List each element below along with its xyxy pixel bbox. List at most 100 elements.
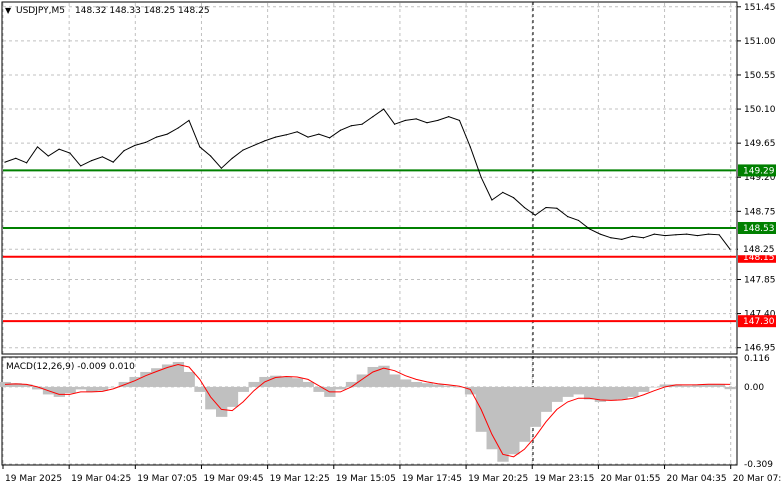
time-tick-label: 19 Mar 07:05 — [137, 474, 197, 484]
macd-histogram-bar — [345, 381, 358, 387]
macd-histogram-bar — [32, 386, 44, 390]
time-tick-label: 20 Mar 04:35 — [667, 474, 727, 484]
macd-histogram-bar — [86, 386, 98, 392]
macd-panel[interactable] — [1, 356, 738, 466]
macd-histogram-bar — [10, 383, 22, 387]
price-point — [588, 228, 590, 230]
price-tick-label: 149.65 — [744, 139, 776, 149]
price-point — [101, 156, 103, 158]
macd-histogram-bar — [75, 386, 87, 390]
time-tick-label: 19 Mar 23:15 — [534, 474, 594, 484]
price-tick-label: 147.40 — [744, 310, 776, 320]
macd-histogram-bar — [605, 386, 617, 401]
macd-histogram-bar — [96, 386, 109, 391]
price-point — [437, 119, 439, 122]
price-point — [556, 207, 558, 209]
price-point — [686, 233, 688, 235]
price-point — [329, 137, 331, 139]
price-point — [707, 233, 709, 235]
price-tick-label: 150.10 — [744, 105, 776, 115]
price-point — [26, 162, 28, 164]
price-tick-label: 147.85 — [744, 276, 776, 286]
price-point — [36, 146, 39, 148]
price-point — [231, 157, 233, 159]
price-point — [577, 219, 580, 222]
price-point — [567, 216, 569, 218]
price-point — [307, 136, 309, 138]
macd-histogram-bar — [421, 383, 433, 387]
price-point — [350, 125, 352, 127]
macd-histogram-bar — [638, 386, 650, 392]
price-panel[interactable] — [1, 1, 738, 355]
price-point — [264, 140, 266, 142]
time-tick-label: 19 Mar 17:45 — [402, 474, 462, 484]
level-tag-label: 147.30 — [743, 317, 775, 327]
price-point — [361, 123, 363, 125]
symbol-label: USDJPY,M5 — [16, 6, 65, 16]
time-axis: 19 Mar 2025 19 Mar 04:25 19 Mar 07:05 19 Ma… — [2, 465, 781, 484]
time-tick-label: 19 Mar 20:25 — [468, 474, 528, 484]
price-point — [523, 206, 526, 209]
macd-histogram-bar — [681, 385, 693, 387]
price-point — [545, 206, 547, 209]
macd-histogram-bar — [497, 386, 509, 462]
macd-tick-label: 0.116 — [744, 354, 770, 364]
macd-histogram-bar — [573, 386, 585, 395]
macd-tick-label: -0.309 — [744, 460, 773, 470]
macd-histogram-bar — [129, 376, 141, 387]
price-point — [534, 214, 536, 216]
price-point — [15, 157, 17, 159]
price-point — [393, 123, 396, 125]
price-tick-label: 151.45 — [744, 3, 776, 13]
macd-histogram-bar — [616, 386, 628, 400]
macd-histogram-bar — [713, 384, 726, 387]
macd-histogram-bar — [248, 381, 260, 387]
time-tick-label: 20 Mar 07:15 — [733, 474, 781, 484]
macd-histogram-bar — [194, 386, 206, 392]
current-price-tag — [738, 243, 776, 256]
macd-histogram-bar — [724, 386, 736, 390]
price-point — [209, 155, 212, 157]
price-point — [664, 234, 666, 237]
price-tick-label: 149.20 — [744, 173, 776, 183]
price-point — [675, 234, 677, 236]
price-point — [47, 155, 49, 157]
price-point — [166, 133, 168, 135]
price-point — [491, 199, 493, 201]
macd-histogram-bar — [659, 384, 671, 387]
price-point — [339, 129, 342, 131]
price-point — [69, 152, 71, 154]
price-series — [4, 108, 731, 250]
macd-histogram-bar — [140, 371, 152, 387]
price-point — [469, 146, 471, 148]
price-point — [599, 233, 601, 235]
chart-menu-arrow-icon[interactable]: ▼ — [5, 6, 12, 15]
macd-histogram-bar — [443, 385, 455, 387]
macd-histogram-bar — [562, 386, 574, 397]
price-point — [188, 119, 190, 122]
price-point — [610, 237, 612, 239]
time-tick-label: 19 Mar 12:25 — [270, 474, 330, 484]
price-grid — [2, 3, 736, 353]
macd-histogram-bar — [270, 375, 282, 387]
price-point — [621, 238, 623, 240]
macd-histogram-bar — [702, 383, 715, 387]
macd-histogram-bar — [302, 381, 314, 387]
macd-axis: 0.116 0.00 -0.309 — [744, 354, 773, 470]
macd-histogram-bar — [594, 386, 607, 402]
price-point — [177, 127, 179, 129]
price-point — [253, 144, 255, 147]
price-point — [718, 234, 720, 236]
macd-histogram-bar — [627, 386, 639, 397]
macd-label: MACD(12,26,9) -0.009 0.010 — [6, 362, 135, 372]
macd-histogram-bar — [410, 381, 423, 387]
macd-histogram — [0, 361, 736, 462]
macd-histogram-bar — [226, 386, 239, 407]
macd-histogram-bar — [529, 386, 542, 427]
price-point — [372, 116, 374, 118]
price-point — [285, 134, 287, 136]
price-point — [123, 150, 125, 152]
macd-histogram-bar — [183, 371, 195, 387]
time-tick-label: 19 Mar 15:05 — [336, 474, 396, 484]
